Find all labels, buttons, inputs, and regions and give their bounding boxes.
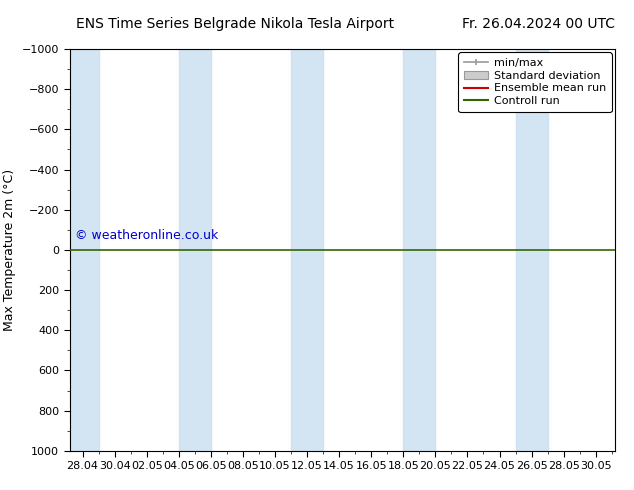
Text: © weatheronline.co.uk: © weatheronline.co.uk — [75, 229, 219, 242]
Bar — [67, 49, 99, 451]
Bar — [291, 49, 323, 451]
Bar — [515, 49, 548, 451]
Text: Fr. 26.04.2024 00 UTC: Fr. 26.04.2024 00 UTC — [462, 17, 615, 31]
Legend: min/max, Standard deviation, Ensemble mean run, Controll run: min/max, Standard deviation, Ensemble me… — [458, 52, 612, 112]
Y-axis label: Max Temperature 2m (°C): Max Temperature 2m (°C) — [3, 169, 16, 331]
Bar — [179, 49, 211, 451]
Bar — [403, 49, 436, 451]
Text: ENS Time Series Belgrade Nikola Tesla Airport: ENS Time Series Belgrade Nikola Tesla Ai… — [76, 17, 394, 31]
